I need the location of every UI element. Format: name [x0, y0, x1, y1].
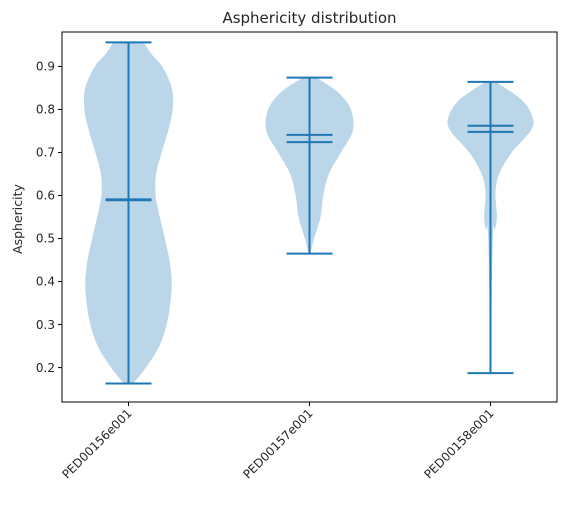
y-tick-label: 0.8 [36, 103, 55, 117]
violin-PED00157e001 [265, 76, 354, 255]
violins-layer [83, 41, 534, 385]
y-axis: 0.2 0.3 0.4 0.5 0.6 0.7 0.8 0.9 [36, 60, 62, 375]
x-tick-label: PED00156e001 [59, 406, 134, 481]
y-tick-label: 0.9 [36, 60, 55, 74]
violin-PED00156e001 [83, 41, 174, 385]
y-axis-label: Asphericity [10, 183, 25, 253]
y-tick-label: 0.3 [36, 318, 55, 332]
y-tick-label: 0.4 [36, 275, 55, 289]
y-tick-label: 0.7 [36, 146, 55, 160]
x-tick-label: PED00157e001 [240, 406, 315, 481]
x-tick-label: PED00158e001 [421, 406, 496, 481]
violin-PED00158e001 [447, 80, 534, 375]
y-tick-label: 0.5 [36, 232, 55, 246]
x-axis: PED00156e001 PED00157e001 PED00158e001 [59, 402, 497, 482]
chart-title: Asphericity distribution [222, 9, 396, 27]
y-tick-label: 0.6 [36, 189, 55, 203]
y-tick-label: 0.2 [36, 361, 55, 375]
plot-frame [61, 31, 558, 403]
